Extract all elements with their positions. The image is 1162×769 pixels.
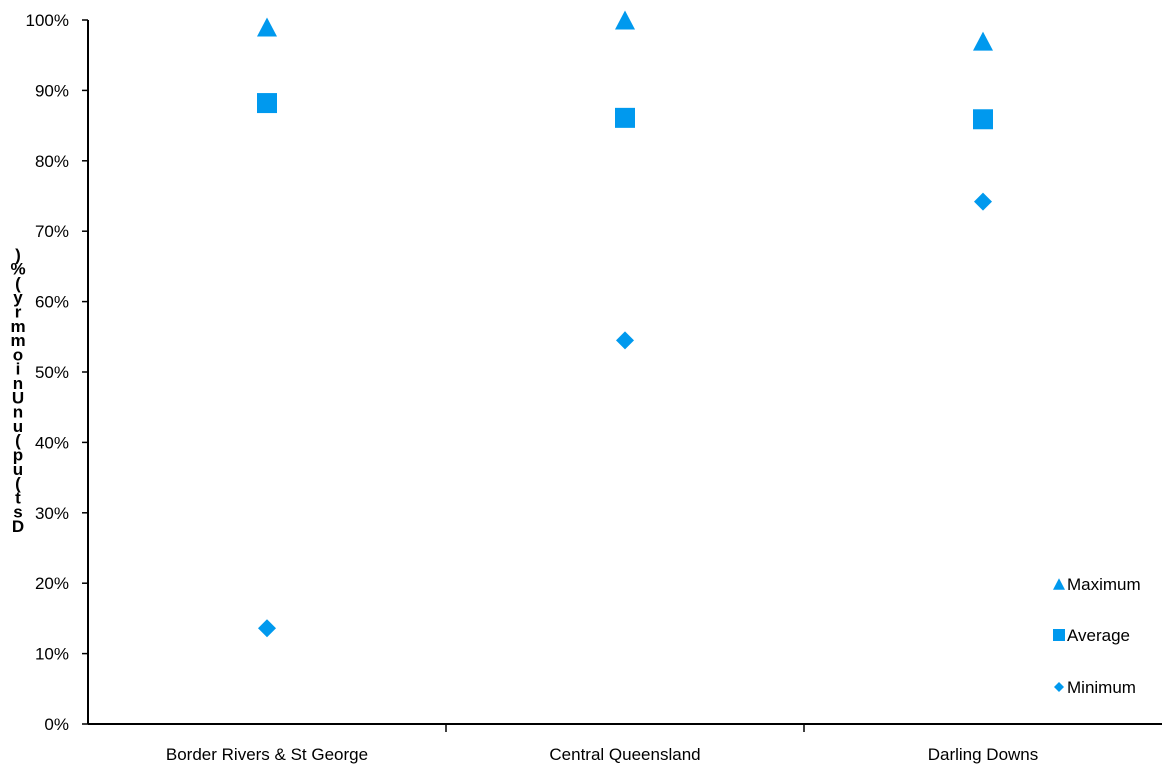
- legend-marker-maximum: [1053, 578, 1065, 590]
- y-tick-label: 60%: [35, 293, 69, 312]
- y-tick-label: 70%: [35, 222, 69, 241]
- y-tick-label: 0%: [44, 715, 69, 734]
- legend-label: Maximum: [1067, 575, 1141, 594]
- y-axis-label-text: Dst(up(unUniommry(%): [10, 245, 25, 536]
- y-tick-label: 40%: [35, 433, 69, 452]
- data-point-minimum: [258, 619, 276, 638]
- legend-label: Minimum: [1067, 678, 1136, 697]
- y-axis-label: Dst(up(unUniommry(%): [10, 245, 25, 536]
- y-tick-labels: 0% 10% 20% 30% 40% 50% 60% 70% 80% 90% 100%: [26, 11, 69, 734]
- legend-item-minimum: Minimum: [1054, 678, 1136, 697]
- legend: Maximum Average Minimum: [1053, 575, 1141, 697]
- legend-marker-average: [1053, 629, 1065, 641]
- data-point-minimum: [974, 192, 992, 211]
- y-tick-label: 10%: [35, 645, 69, 664]
- legend-item-maximum: Maximum: [1053, 575, 1141, 594]
- x-tick-labels: Border Rivers & St George Central Queensl…: [166, 745, 1038, 764]
- y-tick-label: 90%: [35, 81, 69, 100]
- y-tick-label: 100%: [26, 11, 69, 30]
- data-point-minimum: [616, 331, 634, 350]
- legend-marker-minimum: [1054, 682, 1064, 692]
- data-point-average: [257, 93, 277, 114]
- y-tick-label: 80%: [35, 152, 69, 171]
- y-tick-label: 20%: [35, 574, 69, 593]
- x-tick-label: Central Queensland: [549, 745, 700, 764]
- legend-item-average: Average: [1053, 626, 1130, 645]
- data-points: [257, 10, 993, 638]
- data-point-maximum: [257, 17, 277, 37]
- x-tick-label: Border Rivers & St George: [166, 745, 368, 764]
- axes: [82, 19, 1162, 732]
- legend-label: Average: [1067, 626, 1130, 645]
- data-point-maximum: [615, 10, 635, 30]
- data-point-average: [615, 107, 635, 128]
- y-tick-label: 50%: [35, 363, 69, 382]
- x-tick-label: Darling Downs: [928, 745, 1039, 764]
- data-point-average: [973, 109, 993, 130]
- data-point-maximum: [973, 31, 993, 51]
- y-tick-label: 30%: [35, 504, 69, 523]
